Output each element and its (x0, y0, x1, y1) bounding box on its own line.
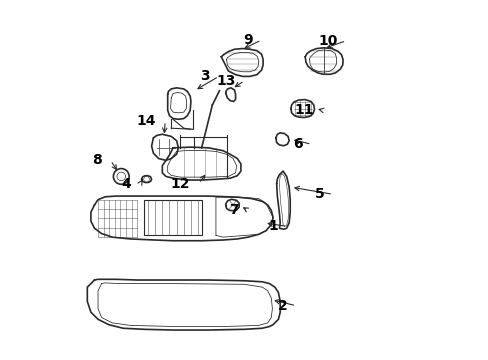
Text: 12: 12 (170, 176, 189, 190)
Text: 13: 13 (216, 74, 235, 88)
Text: 2: 2 (277, 299, 287, 313)
Text: 11: 11 (294, 103, 313, 117)
Text: 7: 7 (229, 203, 239, 217)
Text: 4: 4 (121, 176, 131, 190)
Text: 3: 3 (200, 69, 209, 84)
Text: 1: 1 (268, 220, 278, 233)
Text: 5: 5 (314, 187, 324, 201)
Bar (144, 200, 201, 235)
Text: 9: 9 (243, 33, 252, 47)
Text: 8: 8 (92, 153, 102, 167)
Text: 14: 14 (137, 114, 156, 128)
Text: 10: 10 (317, 34, 337, 48)
Text: 6: 6 (292, 137, 302, 151)
